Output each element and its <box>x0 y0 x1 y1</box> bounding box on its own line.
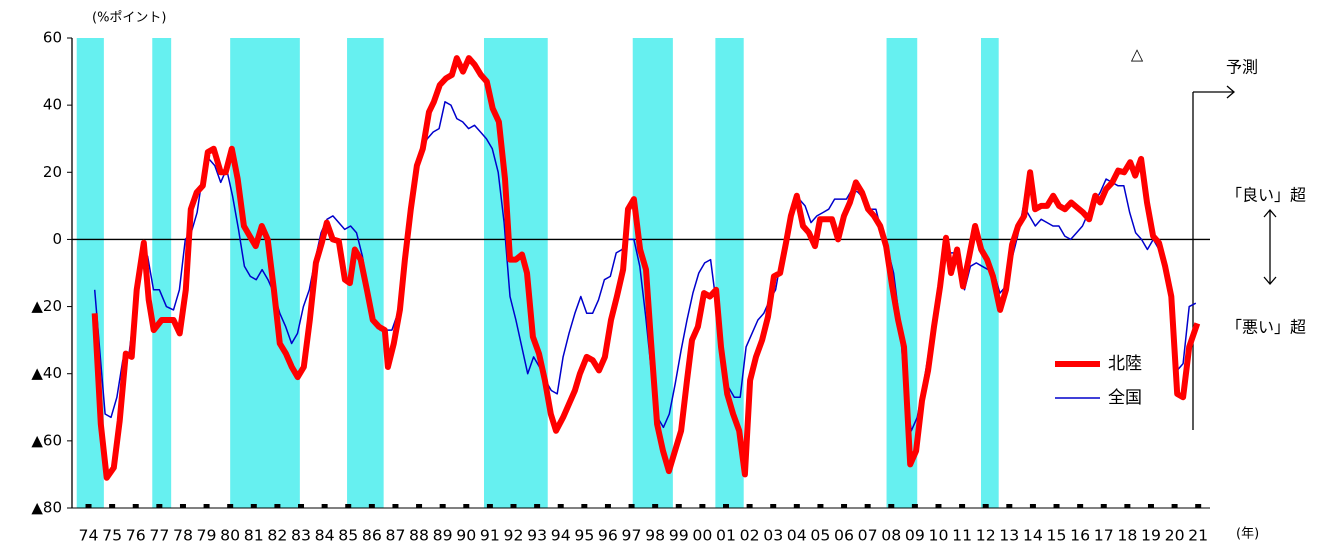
x-tick-label: 83 <box>291 527 311 545</box>
x-tick-label: 95 <box>574 527 594 545</box>
x-tick-label: 99 <box>669 527 689 545</box>
x-tick-label: 21 <box>1188 527 1208 545</box>
x-tick-label: 00 <box>692 527 712 545</box>
arrow-head <box>1226 85 1235 99</box>
x-tick-label: 84 <box>315 527 335 545</box>
forecast-label: 予測 <box>1226 58 1258 77</box>
x-tick-label: 87 <box>385 527 405 545</box>
x-tick-label: 74 <box>79 527 99 545</box>
x-tick-label: 78 <box>173 527 193 545</box>
shaded-period <box>632 38 673 508</box>
x-tick-label: 07 <box>858 527 878 545</box>
x-tick-label: 76 <box>126 527 146 545</box>
x-tick-label: 88 <box>409 527 429 545</box>
x-tick-label: 96 <box>598 527 618 545</box>
x-tick-label: 10 <box>928 527 948 545</box>
x-tick-label: 14 <box>1023 527 1043 545</box>
legend-label: 全国 <box>1108 388 1142 408</box>
x-tick-label: 05 <box>810 527 830 545</box>
x-tick-label: 77 <box>149 527 169 545</box>
triangle-note: △ <box>1131 45 1144 64</box>
y-tick-label: 20 <box>43 163 62 181</box>
x-tick-label: 93 <box>527 527 547 545</box>
x-tick-label: 82 <box>267 527 287 545</box>
below-label: 「悪い」超 <box>1226 318 1306 337</box>
x-tick-label: 06 <box>834 527 854 545</box>
x-tick-label: 08 <box>881 527 901 545</box>
shaded-period <box>230 38 300 508</box>
y-tick-label: ▲60 <box>31 431 62 449</box>
x-tick-label: 94 <box>551 527 571 545</box>
x-tick-label: 13 <box>999 527 1019 545</box>
legend-label: 北陸 <box>1108 354 1142 374</box>
x-tick-label: 97 <box>622 527 642 545</box>
x-tick-label: 02 <box>740 527 760 545</box>
x-tick-label: 16 <box>1070 527 1090 545</box>
y-tick-label: ▲20 <box>31 297 62 315</box>
x-tick-label: 98 <box>645 527 665 545</box>
x-tick-label: 15 <box>1047 527 1067 545</box>
x-tick-label: 01 <box>716 527 736 545</box>
y-tick-label: ▲80 <box>31 499 62 517</box>
arrow-head <box>1263 209 1277 218</box>
y-tick-label: ▲40 <box>31 364 62 382</box>
x-tick-label: 90 <box>456 527 476 545</box>
x-tick-label: 80 <box>220 527 240 545</box>
x-tick-label: 92 <box>504 527 524 545</box>
y-tick-label: 0 <box>52 230 62 248</box>
x-tick-label: 85 <box>338 527 358 545</box>
x-tick-label: 03 <box>763 527 783 545</box>
y-tick-label: 60 <box>43 29 62 47</box>
x-tick-label: 17 <box>1094 527 1114 545</box>
x-tick-label: 18 <box>1117 527 1137 545</box>
x-tick-label: 11 <box>952 527 972 545</box>
x-tick-label: 04 <box>787 527 807 545</box>
x-tick-label: 86 <box>362 527 382 545</box>
x-tick-label: 81 <box>244 527 264 545</box>
arrows <box>1192 85 1277 430</box>
above-label: 「良い」超 <box>1226 186 1306 205</box>
y-tick-label: 40 <box>43 96 62 114</box>
arrow-head <box>1263 276 1277 285</box>
plot <box>67 37 1210 509</box>
x-tick-label: 91 <box>480 527 500 545</box>
x-tick-label: 19 <box>1141 527 1161 545</box>
x-tick-label: 12 <box>976 527 996 545</box>
x-tick-label: 79 <box>197 527 217 545</box>
legend <box>1050 350 1162 412</box>
x-tick-label: 75 <box>102 527 122 545</box>
x-tick-label: 89 <box>433 527 453 545</box>
series-line <box>91 55 1201 481</box>
shaded-period <box>152 38 172 508</box>
x-tick-label: 20 <box>1165 527 1185 545</box>
y-unit: (%ポイント) <box>92 11 167 26</box>
x-unit: (年) <box>1236 527 1259 542</box>
x-tick-label: 09 <box>905 527 925 545</box>
